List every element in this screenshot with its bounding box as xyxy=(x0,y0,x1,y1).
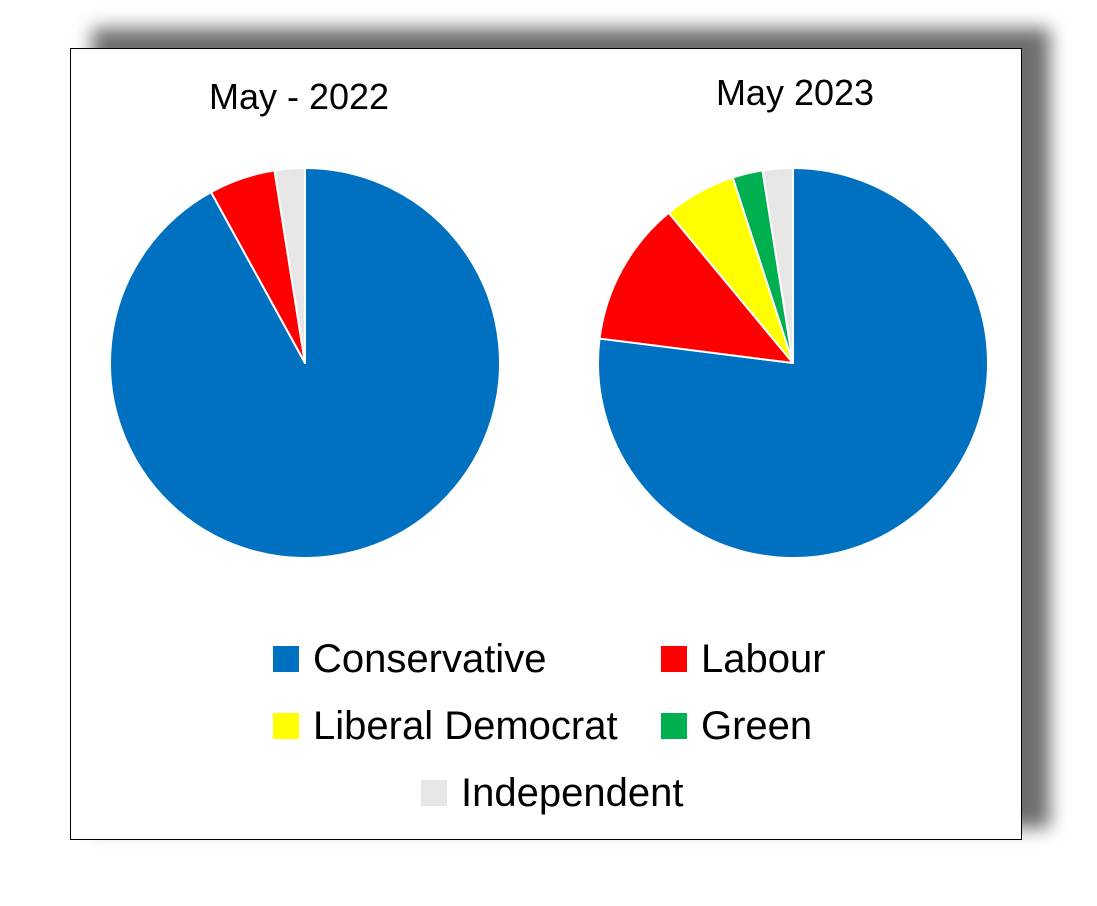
legend-label-liberal-democrat: Liberal Democrat xyxy=(313,704,618,748)
legend-label-conservative: Conservative xyxy=(313,637,547,681)
pie-title-2023: May 2023 xyxy=(715,72,875,113)
legend-item-independent: Independent xyxy=(421,773,683,813)
legend-swatch-liberal-democrat xyxy=(273,713,299,739)
pie-slice-conservative-2023 xyxy=(597,167,989,559)
pie-chart-2023 xyxy=(597,167,989,559)
pie-slice-independent-2023 xyxy=(761,167,794,364)
legend-label-labour: Labour xyxy=(701,637,826,681)
legend-label-green: Green xyxy=(701,704,813,748)
legend-swatch-independent xyxy=(421,780,447,806)
legend-label-independent: Independent xyxy=(461,771,684,815)
legend-swatch-labour xyxy=(661,646,687,672)
legend-swatch-conservative xyxy=(273,646,299,672)
legend-item-labour: Labour xyxy=(661,639,826,679)
pie-slice-labour-2023 xyxy=(598,211,794,364)
legend-item-liberal-democrat: Liberal Democrat xyxy=(273,706,618,746)
legend-swatch-green xyxy=(661,713,687,739)
legend-item-green: Green xyxy=(661,706,812,746)
chart-area: May - 2022 May 2023 Conservative Labour … xyxy=(70,48,1022,840)
pie-chart-2022 xyxy=(109,167,501,559)
pie-slice-independent-2022 xyxy=(273,167,306,364)
legend-item-conservative: Conservative xyxy=(273,639,546,679)
pie-title-2022: May - 2022 xyxy=(208,76,390,117)
